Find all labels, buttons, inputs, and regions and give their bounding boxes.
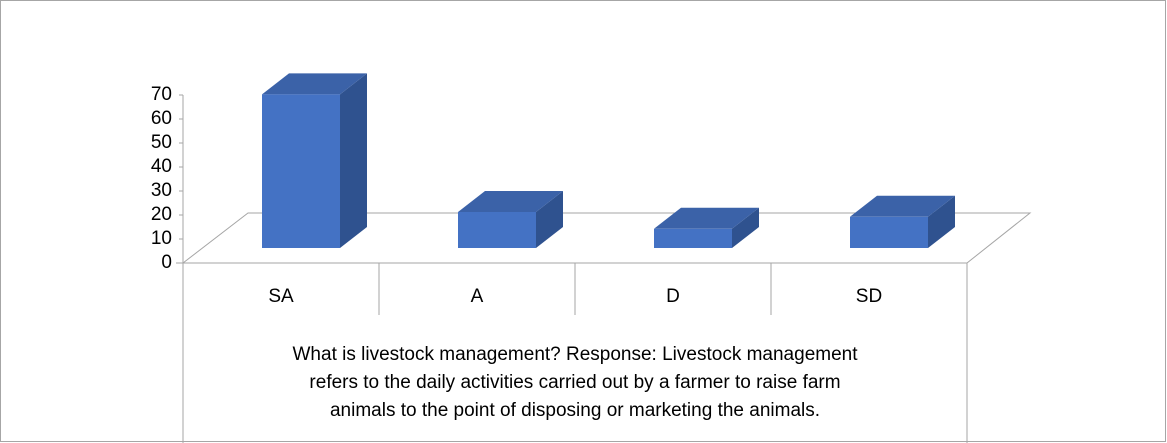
bar-top xyxy=(654,207,759,229)
y-tick-label: 10 xyxy=(151,228,172,249)
bar-side xyxy=(732,207,759,248)
bar xyxy=(458,212,536,248)
y-tick-label: 60 xyxy=(151,108,172,129)
bar-side xyxy=(928,195,955,248)
x-tick-label: SD xyxy=(856,286,882,307)
floor xyxy=(181,212,1032,264)
bar-top xyxy=(458,191,563,212)
bar xyxy=(262,94,340,249)
y-tick-label: 0 xyxy=(161,252,172,273)
bar-side xyxy=(536,191,563,248)
y-tick-label: 30 xyxy=(151,180,172,201)
y-tick-label: 20 xyxy=(151,204,172,225)
x-tick-label: D xyxy=(666,286,680,307)
bar xyxy=(850,216,928,248)
bar-top xyxy=(850,195,955,217)
y-tick-label: 70 xyxy=(151,84,172,105)
x-tick-label: A xyxy=(471,286,484,307)
y-tick-label: 50 xyxy=(151,132,172,153)
y-tick-label: 40 xyxy=(151,156,172,177)
x-axis-label: refers to the daily activities carried o… xyxy=(309,372,840,393)
bar-side xyxy=(340,73,367,249)
bar-top xyxy=(262,73,367,95)
x-axis-label: What is livestock management? Response: … xyxy=(293,344,859,365)
x-axis-label: animals to the point of disposing or mar… xyxy=(330,400,820,421)
bar xyxy=(654,228,732,248)
x-tick-label: SA xyxy=(268,286,294,307)
